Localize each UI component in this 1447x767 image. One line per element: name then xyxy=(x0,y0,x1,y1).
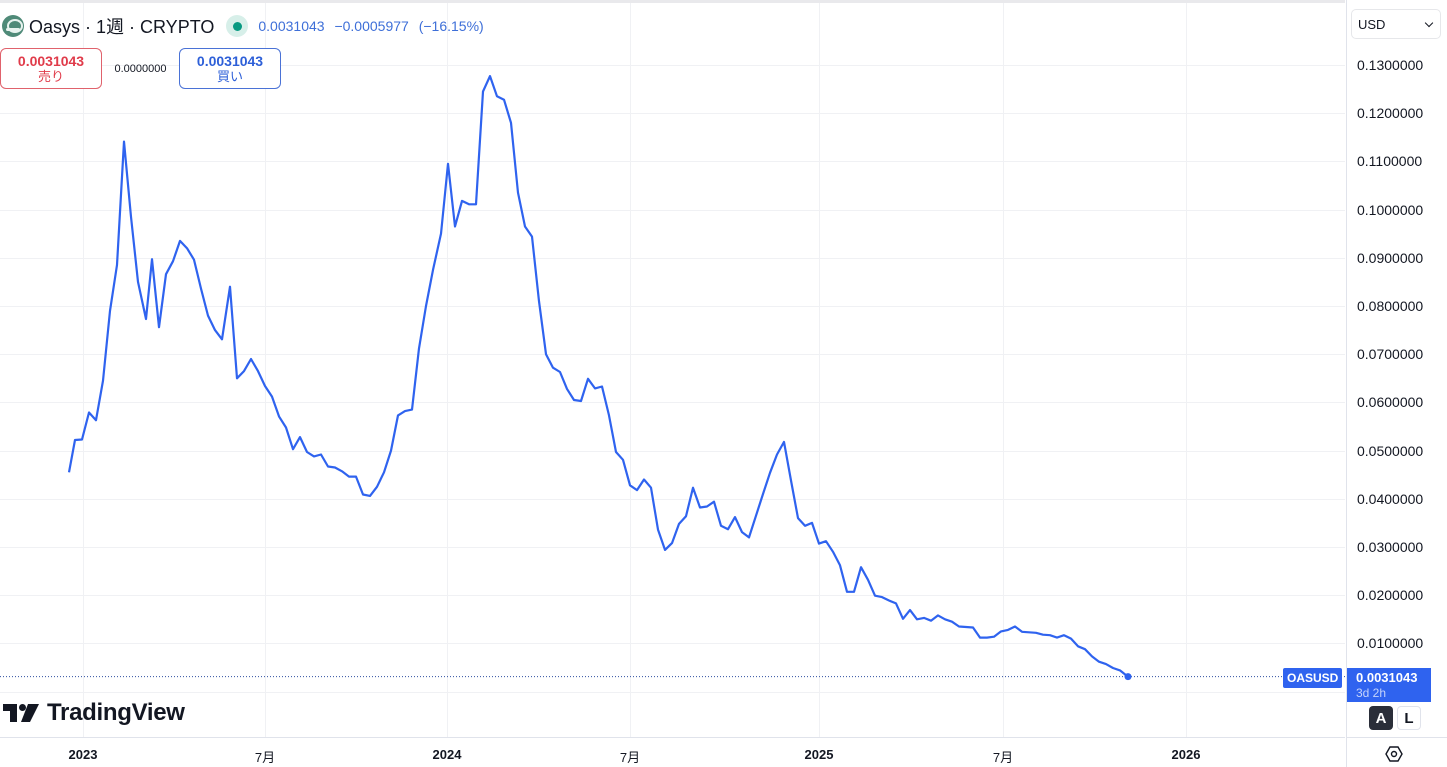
price-scale-label: 0.0200000 xyxy=(1357,587,1424,604)
settings-icon[interactable] xyxy=(1385,745,1403,763)
price-scale-label: 0.0100000 xyxy=(1357,635,1424,652)
oasys-logo-icon xyxy=(2,15,24,37)
price-scale[interactable]: 0.1300000 0.1200000 0.1100000 0.1000000 0.09… xyxy=(1346,0,1447,737)
bar-countdown: 3d 2h xyxy=(1356,686,1387,700)
time-scale-label: 7月 xyxy=(254,750,276,765)
price-scale-label: 0.1100000 xyxy=(1357,153,1423,170)
time-scale[interactable]: 2023 7月 2024 7月 2025 7月 2026 xyxy=(0,737,1345,767)
spread-value: 0.0000000 xyxy=(114,62,167,75)
time-scale-label: 2026 xyxy=(1171,747,1201,762)
price-scale-label: 0.0700000 xyxy=(1357,346,1424,363)
time-scale-label: 2025 xyxy=(804,747,834,762)
time-scale-label: 2024 xyxy=(432,747,462,762)
time-scale-label: 2023 xyxy=(68,747,98,762)
trade-panel: 0.0031043 売り 0.0000000 0.0031043 買い xyxy=(0,48,281,89)
symbol-legend: Oasys · 1週 · CRYPTO 0.0031043 −0.0005977… xyxy=(2,14,490,38)
price-scale-label: 0.1000000 xyxy=(1357,201,1424,218)
last-price-tag-value: 0.0031043 xyxy=(1356,670,1418,685)
tradingview-wordmark: TradingView xyxy=(47,699,185,726)
price-scale-label: 0.0600000 xyxy=(1357,394,1424,411)
auto-scale-button[interactable]: A xyxy=(1369,706,1393,730)
price-change: −0.0005977 xyxy=(334,18,409,34)
symbol-price-tag: OASUSD xyxy=(1283,668,1343,688)
chevron-down-icon xyxy=(1424,18,1434,27)
buy-button[interactable]: 0.0031043 買い xyxy=(179,48,281,89)
buy-price: 0.0031043 xyxy=(196,52,264,69)
symbol-title[interactable]: Oasys · 1週 · CRYPTO xyxy=(29,17,215,37)
price-line-chart[interactable] xyxy=(0,3,1345,737)
last-point-marker xyxy=(1124,673,1132,681)
price-scale-label: 0.1200000 xyxy=(1357,105,1424,122)
tradingview-logo[interactable]: TradingView xyxy=(3,699,185,727)
scale-corner xyxy=(1346,737,1447,767)
sell-price: 0.0031043 xyxy=(17,52,85,69)
time-scale-label: 7月 xyxy=(619,750,641,765)
price-scale-label: 0.0400000 xyxy=(1357,490,1424,507)
last-price-tag: 0.0031043 3d 2h xyxy=(1347,668,1431,702)
price-series-line[interactable] xyxy=(67,74,1129,678)
top-border xyxy=(0,0,1345,3)
chart-pane[interactable]: Oasys · 1週 · CRYPTO 0.0031043 −0.0005977… xyxy=(0,3,1345,737)
tradingview-mark-icon xyxy=(3,704,39,722)
buy-label: 買い xyxy=(216,68,243,84)
sell-button[interactable]: 0.0031043 売り xyxy=(0,48,102,89)
price-scale-label: 0.0800000 xyxy=(1357,298,1424,314)
price-scale-label: 0.1300000 xyxy=(1357,57,1424,73)
sell-label: 売り xyxy=(37,68,64,84)
price-scale-label: 0.0900000 xyxy=(1357,249,1424,266)
price-scale-label: 0.0500000 xyxy=(1357,442,1424,459)
market-status-icon[interactable] xyxy=(226,15,249,37)
price-summary: 0.0031043 −0.0005977 (−16.15%) xyxy=(258,18,489,34)
price-scale-label: 0.0300000 xyxy=(1357,539,1424,555)
price-change-pct: (−16.15%) xyxy=(418,18,484,34)
log-scale-button[interactable]: L xyxy=(1397,706,1421,730)
time-scale-label: 7月 xyxy=(992,750,1014,765)
currency-dropdown[interactable]: USD xyxy=(1351,9,1441,39)
currency-label: USD xyxy=(1358,16,1386,32)
market-open-dot-icon xyxy=(232,21,242,31)
last-price: 0.0031043 xyxy=(258,18,325,34)
